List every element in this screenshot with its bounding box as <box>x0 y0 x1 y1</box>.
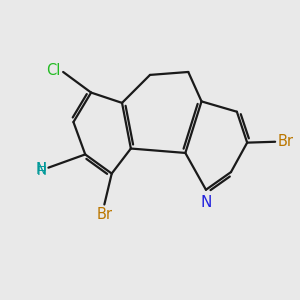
Text: N: N <box>201 195 212 210</box>
Text: N: N <box>36 162 47 177</box>
Text: Br: Br <box>96 207 112 222</box>
Text: Br: Br <box>278 134 293 149</box>
Text: Cl: Cl <box>46 63 61 78</box>
Text: H: H <box>37 160 47 174</box>
Text: H: H <box>37 165 47 178</box>
